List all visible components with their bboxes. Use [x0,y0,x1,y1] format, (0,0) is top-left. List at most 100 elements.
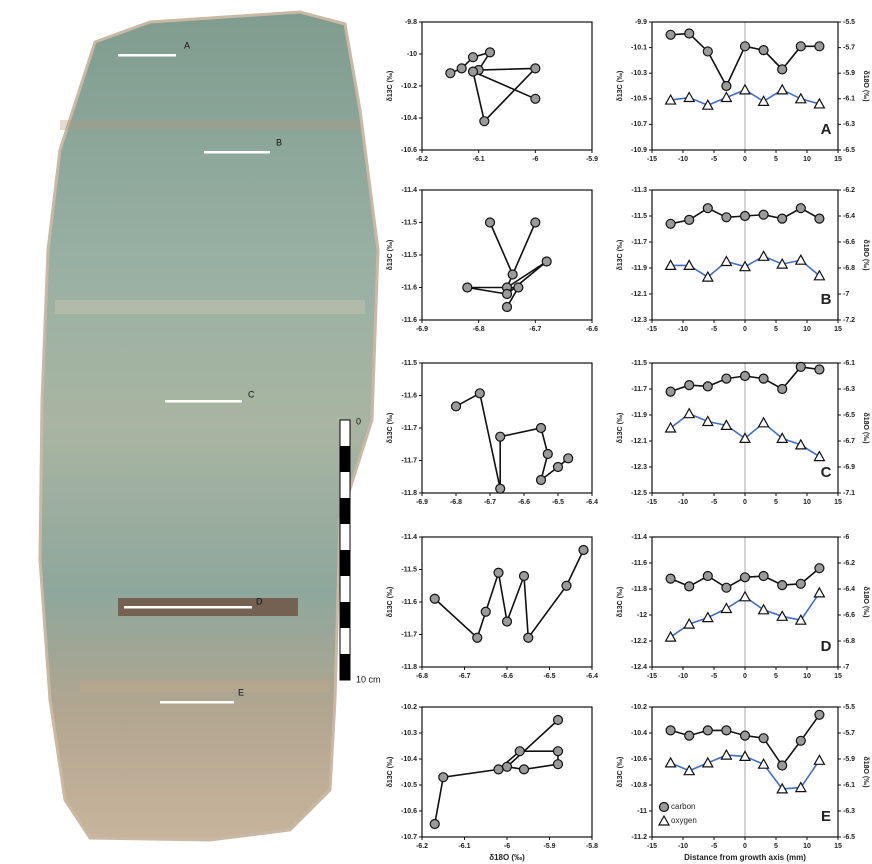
y-axis-label: δ13C (‰) [617,587,624,618]
triangle-marker [666,632,676,641]
x-tick-label: -15 [647,499,657,506]
circle-marker [796,736,805,745]
circle-marker [531,94,540,103]
triangle-marker [759,96,769,105]
x-tick-label: 5 [774,156,778,163]
x-tick-label: 15 [834,156,842,163]
y2-tick-label: -5.9 [843,70,855,77]
x-tick-label: 5 [774,499,778,506]
y-tick-label: -11.5 [401,566,417,573]
x-tick-label: -5 [711,673,717,680]
y2-axis-label: δ18O (‰) [862,412,869,443]
circle-marker [759,734,768,743]
x-tick-label: -5 [711,843,717,850]
x-tick-label: -5 [711,156,717,163]
x-tick-label: -10 [678,156,688,163]
y-tick-label: -10.4 [401,115,417,122]
y2-tick-label: -7.1 [843,490,855,497]
y2-tick-label: -6.6 [843,239,855,246]
circle-marker [796,362,805,371]
circle-marker [430,594,439,603]
circle-marker [503,303,512,312]
x-tick-label: -6.9 [416,499,428,506]
y-tick-label: -10 [407,51,417,58]
y-tick-label: -11.4 [401,534,417,541]
y-tick-label: -11.7 [401,457,417,464]
triangle-marker [721,93,731,102]
y-tick-label: -12.2 [631,638,647,645]
circle-marker [815,710,824,719]
y-tick-label: -11.7 [401,631,417,638]
triangle-marker [703,613,713,622]
y2-tick-label: -6 [843,534,849,541]
y2-tick-label: -5.9 [843,756,855,763]
x-tick-label: 5 [774,326,778,333]
x-tick-label: -6 [532,156,538,163]
y2-tick-label: -6.8 [843,638,855,645]
x-tick-label: -6.2 [416,843,428,850]
y-tick-label: -10.2 [401,704,417,711]
y-tick-label: -11.9 [631,412,647,419]
x-tick-label: -6.7 [529,326,541,333]
circle-marker [703,726,712,735]
triangle-marker [796,94,806,103]
circle-marker [579,546,588,555]
circle-marker [685,582,694,591]
x-tick-label: 5 [774,843,778,850]
y-tick-label: -12 [637,612,647,619]
y-tick-label: -11.7 [401,425,417,432]
circle-marker [666,726,675,735]
x-tick-label: -10 [678,499,688,506]
y2-tick-label: -6.2 [843,187,855,194]
circle-marker [514,283,523,292]
y-tick-label: -10.5 [401,782,417,789]
circle-marker [496,432,505,441]
y2-tick-label: -6.5 [843,147,855,154]
y-tick-label: -12.1 [631,291,647,298]
triangle-marker [684,766,694,775]
circle-marker [503,762,512,771]
y-tick-label: -12.1 [631,438,647,445]
y-tick-label: -12.5 [631,490,647,497]
x-tick-label: -6.5 [543,673,555,680]
y-tick-label: -11.8 [401,490,417,497]
x-tick-label: -6.7 [484,499,496,506]
y2-tick-label: -6.2 [843,560,855,567]
circle-marker [439,773,448,782]
transect-label: A [184,40,190,50]
triangle-marker [814,588,824,597]
circle-marker [815,42,824,51]
triangle-marker [684,93,694,102]
y-tick-label: -10.6 [401,808,417,815]
x-tick-label: 0 [743,673,747,680]
circle-marker [778,214,787,223]
circle-marker [537,476,546,485]
y2-tick-label: -7 [843,291,849,298]
y-axis-label: δ13C (‰) [617,413,624,444]
y2-tick-label: -6.6 [843,612,855,619]
x-tick-label: -6.5 [552,499,564,506]
x-tick-label: 15 [834,326,842,333]
x-tick-label: -15 [647,156,657,163]
y-tick-label: -10.7 [631,121,647,128]
plot-frame [422,363,592,493]
circle-marker [741,212,750,221]
circle-marker [722,82,731,91]
x-tick-label: 0 [743,326,747,333]
triangle-marker [666,758,676,767]
y-tick-label: -10.9 [631,147,647,154]
circle-marker [463,283,472,292]
triangle-marker [703,100,713,109]
scale-label: 10 cm [356,674,381,684]
triangle-marker [721,257,731,266]
x-axis-label: δ18O (‰) [489,853,525,862]
circle-marker [524,633,533,642]
y-tick-label: -10.3 [401,730,417,737]
x-tick-label: -15 [647,673,657,680]
x-tick-label: -5.9 [586,156,598,163]
y-axis-label: δ13C (‰) [387,71,394,102]
y-tick-label: -10.3 [631,70,647,77]
y2-tick-label: -6.5 [843,412,855,419]
y-tick-label: -10.6 [631,756,647,763]
x-tick-label: -15 [647,843,657,850]
